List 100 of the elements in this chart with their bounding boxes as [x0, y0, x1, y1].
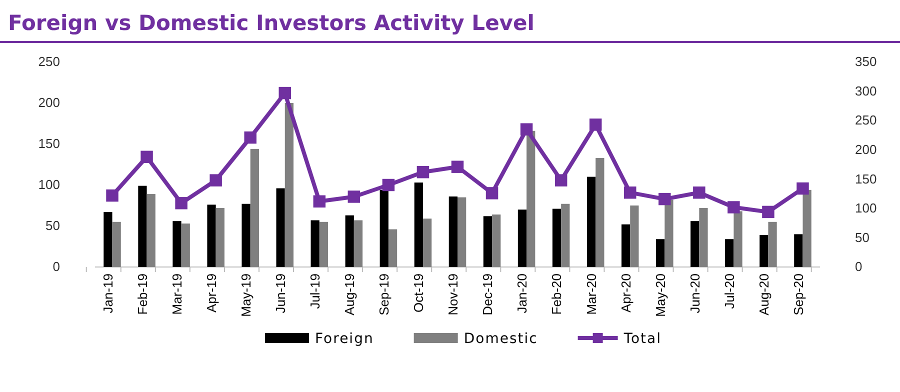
- bar: [284, 103, 294, 267]
- bar: [561, 204, 570, 267]
- x-tick-label: Feb-20: [549, 274, 564, 315]
- legend-label: Foreign: [315, 331, 374, 347]
- x-tick-label: Jul-20: [722, 274, 737, 309]
- point: [520, 123, 533, 136]
- bar: [250, 148, 259, 267]
- bar: [802, 190, 812, 267]
- point: [796, 182, 809, 195]
- bar: [345, 215, 354, 267]
- point: [382, 178, 395, 192]
- x-tick-label: Mar-19: [169, 274, 184, 315]
- x-tick-label: Jan-20: [514, 274, 530, 314]
- point: [693, 186, 706, 199]
- bar: [172, 221, 182, 267]
- bar: [146, 194, 156, 267]
- bar: [760, 235, 768, 267]
- x-tick-label: Aug-19: [342, 274, 358, 316]
- x-tick-label: Mar-20: [584, 274, 599, 315]
- bar: [310, 220, 320, 267]
- bar: [596, 158, 604, 267]
- point: [728, 201, 740, 214]
- bar: [552, 208, 562, 267]
- x-tick-label: Sep-20: [790, 274, 806, 316]
- x-tick-label: Aug-20: [756, 274, 772, 316]
- point: [278, 86, 292, 100]
- x-tick-label: Jun-19: [273, 274, 288, 314]
- y2-tick-label: 50: [855, 230, 870, 245]
- bar: [586, 176, 596, 267]
- point: [554, 174, 568, 186]
- point: [210, 174, 222, 186]
- bar: [112, 222, 121, 267]
- y-tick-label: 50: [46, 218, 60, 234]
- x-tick-label: Feb-19: [134, 274, 150, 315]
- bar: [699, 208, 708, 267]
- point: [658, 192, 671, 206]
- chart-title: Foreign vs Domestic Investors Activity Level: [8, 11, 534, 35]
- bar: [734, 211, 742, 267]
- bar: [492, 214, 501, 267]
- bar: [725, 239, 734, 267]
- y2-tick-label: 250: [855, 112, 877, 128]
- bar: [414, 182, 423, 267]
- bar: [690, 221, 700, 267]
- bar: [664, 200, 674, 267]
- x-tick-label: Oct-19: [411, 274, 426, 313]
- x-tick-label: Jan-19: [100, 274, 116, 314]
- bar: [458, 197, 466, 267]
- bar: [422, 218, 432, 267]
- legend-label: Domestic: [464, 331, 538, 347]
- bar: [621, 224, 630, 267]
- point: [762, 206, 774, 218]
- bar: [518, 210, 527, 267]
- bar: [656, 239, 665, 267]
- bar: [138, 186, 147, 267]
- bar: [242, 204, 250, 267]
- bar: [448, 196, 458, 267]
- point: [416, 166, 430, 178]
- bar: [794, 234, 803, 267]
- x-tick-label: Dec-19: [480, 274, 496, 316]
- point: [140, 150, 153, 164]
- point: [175, 197, 188, 210]
- y2-tick-label: 0: [855, 259, 862, 274]
- x-tick-label: Nov-19: [446, 274, 461, 316]
- x-tick-label: Sep-19: [376, 274, 392, 316]
- point: [451, 160, 464, 173]
- bar: [354, 220, 363, 267]
- y2-tick-label: 350: [855, 54, 877, 70]
- y-tick-label: 250: [38, 54, 60, 70]
- bar: [104, 212, 112, 267]
- x-tick-label: Apr-20: [618, 274, 634, 313]
- point: [624, 186, 636, 199]
- y-tick-label: 100: [38, 177, 60, 192]
- point: [589, 118, 602, 131]
- bar: [388, 229, 398, 267]
- point: [486, 187, 498, 200]
- y-tick-label: 150: [38, 136, 60, 152]
- y-tick-label: 0: [52, 259, 60, 274]
- point: [348, 190, 360, 203]
- x-tick-label: Jun-20: [687, 274, 702, 314]
- bar: [483, 216, 492, 267]
- bar: [181, 224, 190, 267]
- y2-tick-label: 100: [855, 200, 877, 216]
- bar: [380, 190, 388, 267]
- y2-tick-label: 200: [855, 142, 877, 158]
- point: [313, 195, 326, 208]
- y-tick-label: 200: [38, 95, 60, 110]
- bar: [319, 222, 328, 267]
- x-tick-label: May-20: [652, 274, 668, 317]
- x-tick-label: May-19: [238, 274, 254, 317]
- bar: [630, 206, 639, 267]
- bar: [216, 208, 224, 267]
- bar: [207, 204, 216, 267]
- bar: [768, 222, 777, 267]
- point: [106, 189, 118, 202]
- y2-tick-label: 150: [855, 171, 877, 186]
- bar: [276, 188, 285, 267]
- x-tick-label: Apr-19: [204, 274, 219, 313]
- y2-tick-label: 300: [855, 83, 877, 98]
- legend-label: Total: [622, 331, 662, 347]
- x-tick-label: Jul-19: [308, 274, 323, 309]
